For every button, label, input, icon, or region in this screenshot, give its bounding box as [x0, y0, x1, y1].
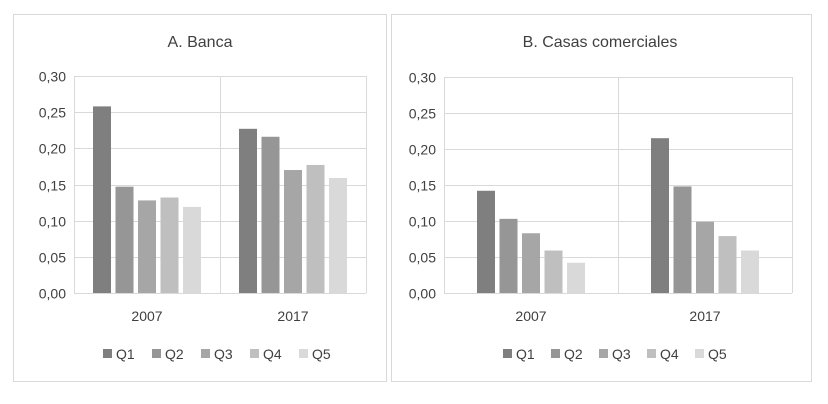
y-tick-label: 0,05: [39, 250, 66, 266]
legend: Q1 Q2 Q3 Q4 Q5: [103, 346, 331, 362]
legend-swatch: [695, 349, 704, 358]
y-tick-label: 0,05: [409, 250, 436, 266]
y-tick-label: 0,10: [409, 214, 436, 230]
legend-label: Q1: [116, 346, 135, 362]
legend-label: Q2: [564, 346, 583, 362]
legend-label: Q3: [612, 346, 631, 362]
chart-title: A. Banca: [168, 34, 233, 51]
bar-q1-2007: [93, 106, 111, 293]
bar-q3-2017: [284, 170, 302, 293]
bar-q1-2017: [651, 138, 669, 293]
bar-q4-2007: [160, 197, 179, 293]
bar-q2-2017: [261, 136, 280, 293]
legend-label: Q4: [660, 346, 679, 362]
bar-q2-2017: [673, 186, 692, 293]
legend-swatch: [551, 349, 560, 358]
legend-swatch: [299, 349, 308, 358]
legend-swatch: [503, 349, 512, 358]
bar-q5-2017: [741, 250, 759, 293]
legend-label: Q1: [516, 346, 535, 362]
y-tick-label: 0,20: [39, 141, 66, 157]
x-tick-label: 2017: [689, 308, 720, 324]
bar-q3-2007: [522, 233, 540, 293]
legend-swatch: [647, 349, 656, 358]
legend-swatch: [152, 349, 161, 358]
legend-swatch: [103, 349, 112, 358]
chart-panel-b: B. Casas comerciales 0,00 0,05 0,10 0,15 0,20…: [391, 14, 812, 382]
y-tick-label: 0,15: [39, 178, 66, 194]
bar-q2-2007: [115, 186, 134, 293]
bar-q4-2017: [718, 236, 737, 293]
y-tick-label: 0,10: [39, 214, 66, 230]
legend-swatch: [250, 349, 259, 358]
bar-q1-2017: [239, 128, 257, 293]
bar-q2-2007: [499, 218, 518, 293]
legend-label: Q5: [708, 346, 727, 362]
x-tick-label: 2007: [515, 308, 546, 324]
bar-q5-2017: [329, 177, 347, 293]
legend: Q1 Q2 Q3 Q4 Q5: [503, 346, 727, 362]
y-tick-label: 0,25: [409, 106, 436, 122]
y-tick-label: 0,00: [39, 286, 66, 302]
y-tick-label: 0,25: [39, 105, 66, 121]
bar-q5-2007: [183, 206, 201, 293]
legend-label: Q4: [263, 346, 282, 362]
bar-q3-2007: [138, 200, 156, 293]
x-tick-label: 2007: [131, 308, 162, 324]
bar-q4-2017: [306, 164, 325, 293]
legend-label: Q3: [214, 346, 233, 362]
bar-q1-2007: [477, 190, 495, 293]
legend-label: Q2: [165, 346, 184, 362]
legend-label: Q5: [312, 346, 331, 362]
y-tick-label: 0,20: [409, 142, 436, 158]
chart-title: B. Casas comerciales: [523, 34, 678, 51]
legend-swatch: [201, 349, 210, 358]
x-tick-label: 2017: [277, 308, 308, 324]
y-tick-label: 0,30: [409, 70, 436, 86]
chart-border: [391, 14, 812, 382]
y-tick-label: 0,30: [39, 69, 66, 85]
legend-swatch: [599, 349, 608, 358]
chart-panel-a: A. Banca 0,00 0,05 0,10 0,15 0,20 0,25 0,30 2007…: [13, 14, 387, 382]
bar-q3-2017: [696, 221, 714, 293]
bar-q5-2007: [567, 262, 585, 293]
bar-q4-2007: [544, 250, 563, 293]
y-tick-label: 0,00: [409, 286, 436, 302]
y-tick-label: 0,15: [409, 178, 436, 194]
